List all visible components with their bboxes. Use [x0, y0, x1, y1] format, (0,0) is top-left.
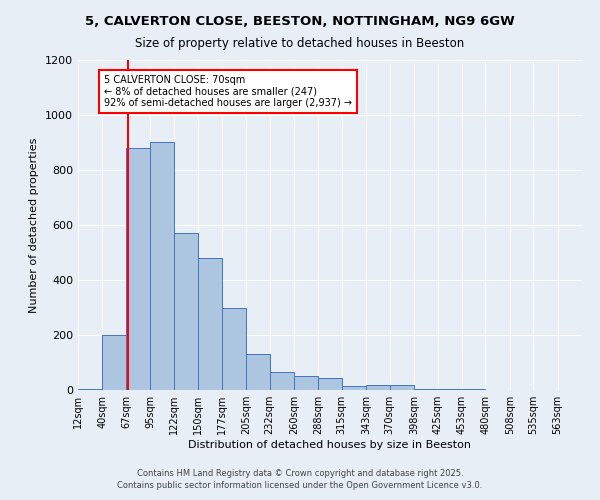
- X-axis label: Distribution of detached houses by size in Beeston: Distribution of detached houses by size …: [188, 440, 472, 450]
- Bar: [318, 378, 342, 390]
- Bar: [221, 308, 246, 390]
- Bar: [150, 142, 174, 390]
- Bar: [103, 335, 126, 390]
- Bar: [126, 148, 150, 390]
- Bar: [246, 354, 269, 390]
- Bar: [269, 372, 294, 390]
- Text: 5 CALVERTON CLOSE: 70sqm
← 8% of detached houses are smaller (247)
92% of semi-d: 5 CALVERTON CLOSE: 70sqm ← 8% of detache…: [104, 75, 352, 108]
- Text: 5, CALVERTON CLOSE, BEESTON, NOTTINGHAM, NG9 6GW: 5, CALVERTON CLOSE, BEESTON, NOTTINGHAM,…: [85, 15, 515, 28]
- Y-axis label: Number of detached properties: Number of detached properties: [29, 138, 40, 312]
- Bar: [342, 386, 366, 390]
- Bar: [294, 376, 318, 390]
- Bar: [78, 388, 103, 390]
- Text: Contains HM Land Registry data © Crown copyright and database right 2025.
Contai: Contains HM Land Registry data © Crown c…: [118, 468, 482, 490]
- Bar: [174, 233, 198, 390]
- Text: Size of property relative to detached houses in Beeston: Size of property relative to detached ho…: [136, 38, 464, 51]
- Bar: [198, 258, 221, 390]
- Bar: [389, 384, 414, 390]
- Bar: [366, 384, 389, 390]
